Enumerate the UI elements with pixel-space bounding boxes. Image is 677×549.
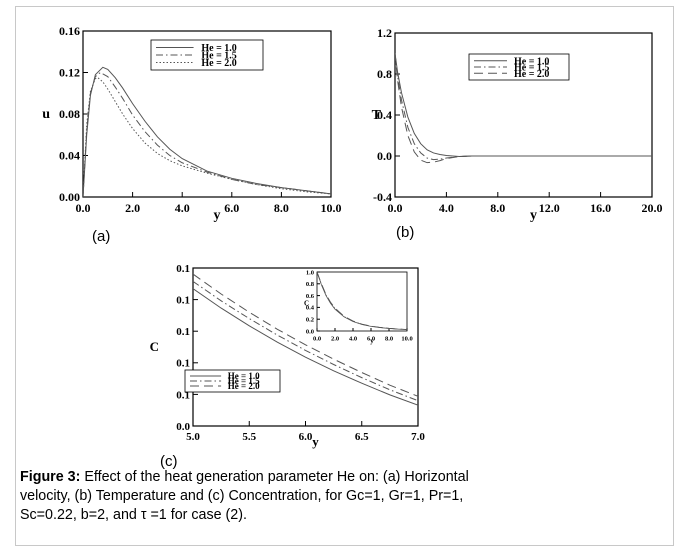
y-tick-label: 0.4 <box>377 108 392 122</box>
legend-entry: He = 1.5 <box>514 63 549 74</box>
x-tick-label: 0.0 <box>388 201 403 215</box>
y-axis-label: u <box>42 107 50 122</box>
legend: He = 1.0He = 1.5He = 2.0 <box>184 369 281 393</box>
y-tick-label: 0.08 <box>59 107 80 121</box>
legend: He = 1.0He = 1.5He = 2.0 <box>468 53 570 81</box>
y-tick-label: 0.00 <box>59 190 80 204</box>
y-axis-label: C <box>304 300 309 308</box>
x-tick-label: 6.0 <box>299 431 313 443</box>
x-tick-label: 5.0 <box>186 431 200 443</box>
x-tick-label: 6.0 <box>367 336 375 343</box>
y-tick-label: 0.16 <box>59 24 80 38</box>
x-tick-label: 7.0 <box>411 431 425 443</box>
legend-entry: He = 2.0 <box>228 381 260 391</box>
panel-label-a: (a) <box>92 228 111 245</box>
chart-b: 0.0 4.0 8.0 12.0 16.0 20.0-0.40.00.40.81.2yTH… <box>372 26 663 223</box>
series-line-15 <box>83 71 331 197</box>
caption-line-2: velocity, (b) Temperature and (c) Concen… <box>20 488 464 504</box>
legend-box <box>468 53 570 81</box>
y-tick-label: 0.1 <box>176 326 190 338</box>
x-tick-label: 0.0 <box>313 336 321 343</box>
caption-line-1: Effect of the heat generation parameter … <box>84 469 469 485</box>
x-tick-label: 6.0 <box>224 201 239 215</box>
x-tick-label: 16.0 <box>590 201 611 215</box>
legend-entry: He = 2.0 <box>514 69 549 80</box>
x-axis-label: y <box>370 337 374 345</box>
y-tick-label: 0.8 <box>306 281 315 288</box>
x-tick-label: 10.0 <box>401 336 412 343</box>
y-tick-label: 1.0 <box>306 269 314 276</box>
x-tick-label: 8.0 <box>385 336 393 343</box>
y-tick-label: 1.2 <box>377 26 392 40</box>
x-tick-label: 6.5 <box>355 431 369 443</box>
series-line-15 <box>193 280 418 402</box>
y-tick-label: 0.6 <box>306 293 315 300</box>
y-tick-label: 0.0 <box>176 421 190 433</box>
x-tick-label: 0.0 <box>76 201 91 215</box>
series-line-20 <box>317 272 407 330</box>
y-axis-label: C <box>150 339 159 354</box>
legend-entry: He = 1.0 <box>514 56 549 67</box>
chart-a: 0.0 2.0 4.0 6.0 8.0 10.0 0.00 0.04 0.08 0.12 0.16 y… <box>42 24 341 223</box>
legend-entry: He = 1.0 <box>201 43 236 54</box>
legend-entry: He = 1.0 <box>228 371 260 381</box>
legend-entry: He = 1.5 <box>228 376 260 386</box>
series-line-10 <box>193 288 418 406</box>
y-axis-label: T <box>372 108 382 123</box>
x-tick-label: 2.0 <box>331 336 339 343</box>
caption-label: Figure 3: <box>20 469 81 485</box>
chart-c-inset: 0.0 2.0 4.0 6.0 8.0 10.0 0.0 0.2 0.4 0.6 0.8 1.0 y C <box>304 269 413 345</box>
series-line-20 <box>395 53 652 164</box>
y-tick-label: 0.8 <box>377 67 392 81</box>
legend-entry: He = 1.5 <box>201 51 236 62</box>
panel-label-c: (c) <box>160 453 178 470</box>
x-tick-label: 5.5 <box>242 431 256 443</box>
x-tick-label: 4.0 <box>349 336 357 343</box>
x-tick-label: 2.0 <box>125 201 140 215</box>
figure-caption: Figure 3: Effect of the heat generation … <box>20 468 666 525</box>
y-tick-label: 0.0 <box>377 149 392 163</box>
y-tick-label: 0.2 <box>306 316 314 323</box>
x-tick-label: 4.0 <box>439 201 454 215</box>
x-tick-label: 10.0 <box>321 201 342 215</box>
y-tick-label: 0.1 <box>176 263 190 275</box>
x-tick-label: 12.0 <box>539 201 560 215</box>
x-axis-label: y <box>530 208 537 223</box>
y-tick-label: 0.0 <box>306 328 314 335</box>
x-axis-label: y <box>312 434 319 449</box>
series-line-10 <box>83 66 331 197</box>
x-tick-label: 4.0 <box>175 201 190 215</box>
y-tick-label: 0.1 <box>176 358 190 370</box>
legend-box <box>150 39 264 71</box>
x-axis-label: y <box>214 208 221 223</box>
y-tick-label: 0.04 <box>59 149 80 163</box>
y-tick-label: 0.4 <box>306 305 315 312</box>
x-tick-label: 8.0 <box>490 201 505 215</box>
panel-label-b: (b) <box>396 224 415 241</box>
figure-frame <box>15 6 674 546</box>
plot-area-frame <box>316 271 408 332</box>
inset-background <box>317 272 407 331</box>
series-line-20 <box>83 77 331 197</box>
legend-entry: He = 2.0 <box>201 58 236 69</box>
legend: He = 1.0He = 1.5He = 2.0 <box>150 39 264 71</box>
x-tick-label: 20.0 <box>642 201 663 215</box>
x-tick-label: 8.0 <box>274 201 289 215</box>
caption-line-3: Sc=0.22, b=2, and τ =1 for case (2). <box>20 507 247 523</box>
series-line-20 <box>193 273 418 397</box>
y-tick-label: -0.4 <box>373 190 392 204</box>
y-tick-label: 0.1 <box>176 294 190 306</box>
y-tick-label: 0.12 <box>59 66 80 80</box>
